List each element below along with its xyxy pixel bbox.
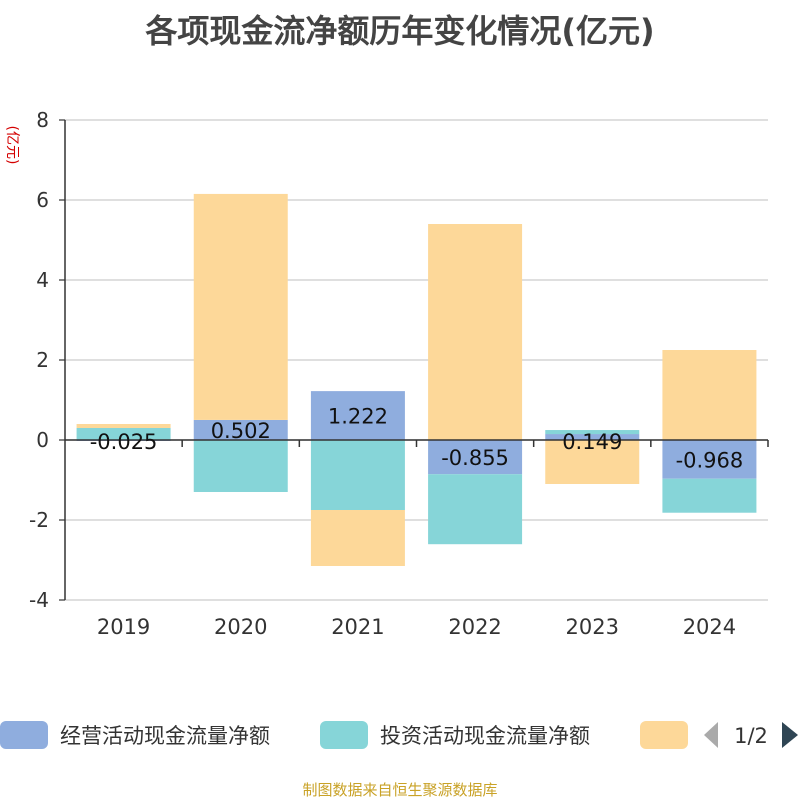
- data-label: 0.502: [211, 419, 271, 443]
- legend-prev-arrow-icon[interactable]: [704, 722, 718, 748]
- bar-series-3-2019: [76, 424, 171, 428]
- bar-series-3-2022: [428, 224, 523, 440]
- y-tick-label: 8: [36, 108, 49, 132]
- y-axis-title: (亿元): [4, 126, 20, 165]
- y-tick-label: 0: [36, 428, 49, 452]
- y-tick-label: 4: [36, 268, 49, 292]
- bar-series-3-2024: [662, 350, 757, 440]
- bar-layer: [76, 193, 757, 566]
- legend-swatch-3[interactable]: [640, 721, 688, 749]
- bar-series-2-2023: [545, 430, 640, 435]
- legend-swatch-2[interactable]: [320, 721, 368, 749]
- bar-series-1-2024: [662, 440, 757, 479]
- legend-swatch-1[interactable]: [0, 721, 48, 749]
- bar-series-2-2019: [76, 428, 171, 440]
- legend-label-1[interactable]: 经营活动现金流量净额: [60, 724, 270, 748]
- y-tick-label: 2: [36, 348, 49, 372]
- bar-series-3-2020: [193, 193, 288, 420]
- bar-series-2-2024: [662, 478, 757, 513]
- bar-series-2-2022: [428, 474, 523, 545]
- axis-layer: -4 -2 0 2 4 6 8 (亿元) 2019 2020 2021 2022 2023 2024: [4, 108, 769, 639]
- bar-series-2-2021: [310, 440, 405, 510]
- bar-series-3-2023: [545, 440, 640, 484]
- x-tick-label: 2019: [97, 615, 150, 639]
- legend: 经营活动现金流量净额 投资活动现金流量净额 1/2: [0, 721, 798, 749]
- y-tick-label: -2: [29, 508, 49, 532]
- chart-title: 各项现金流净额历年变化情况(亿元): [145, 12, 655, 50]
- bar-series-1-2023: [545, 434, 640, 440]
- x-tick-label: 2022: [448, 615, 501, 639]
- bar-series-1-2021: [310, 391, 405, 440]
- source-note: 制图数据来自恒生聚源数据库: [302, 781, 498, 799]
- data-label: 1.222: [328, 405, 388, 429]
- bar-series-1-2020: [193, 419, 288, 440]
- y-tick-label: -4: [29, 588, 49, 612]
- y-tick-label: 6: [36, 188, 49, 212]
- x-tick-label: 2024: [683, 615, 736, 639]
- legend-label-2[interactable]: 投资活动现金流量净额: [380, 724, 590, 748]
- x-tick-label: 2021: [331, 615, 384, 639]
- data-label: -0.025: [90, 430, 158, 454]
- label-layer: -0.025 0.502 1.222 -0.855 0.149 -0.968: [90, 405, 744, 473]
- data-label: 0.149: [562, 430, 622, 454]
- legend-next-arrow-icon[interactable]: [782, 722, 798, 748]
- chart: -4 -2 0 2 4 6 8 (亿元) 2019 2020 2021 2022 2023 2024 -0…: [0, 108, 798, 749]
- x-tick-label: 2020: [214, 615, 267, 639]
- x-tick-label: 2023: [566, 615, 619, 639]
- bar-series-2-2020: [193, 440, 288, 492]
- data-label: -0.855: [441, 446, 509, 470]
- legend-page-indicator: 1/2: [734, 724, 768, 748]
- data-label: -0.968: [676, 448, 744, 472]
- bar-series-3-2021: [310, 510, 405, 566]
- bar-series-1-2022: [428, 440, 523, 475]
